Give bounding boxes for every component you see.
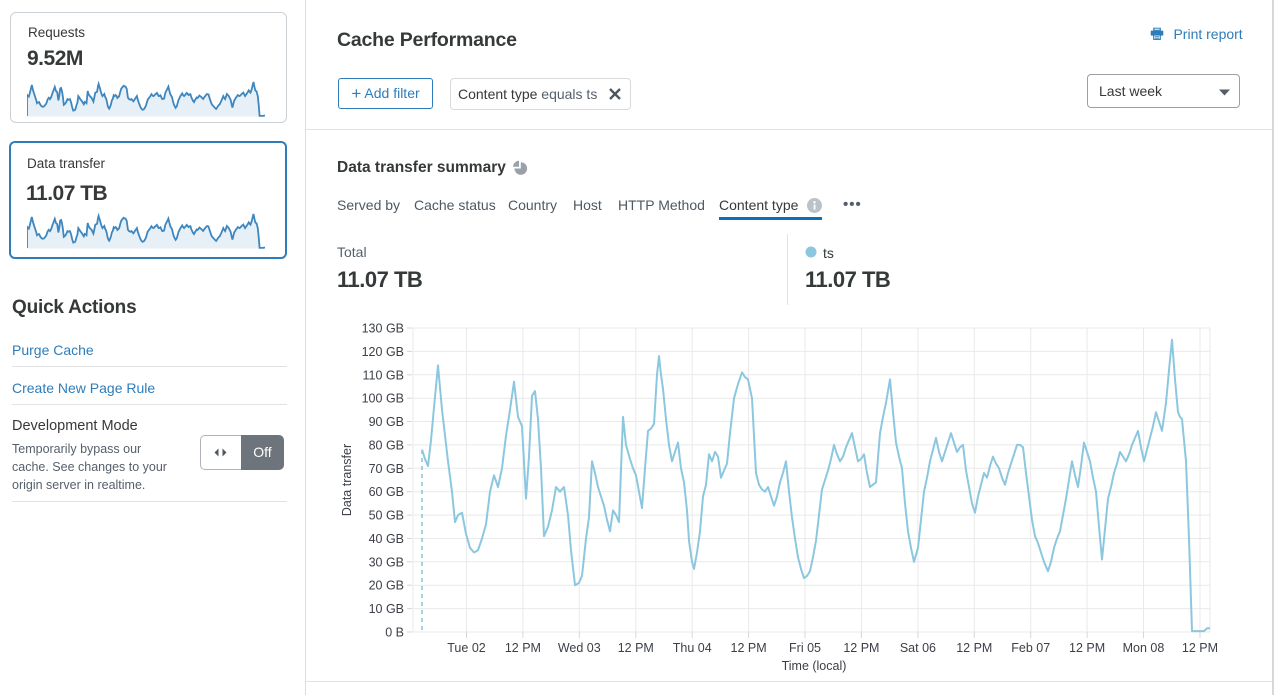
svg-text:12 PM: 12 PM xyxy=(1069,641,1105,655)
svg-text:Wed 03: Wed 03 xyxy=(558,641,601,655)
svg-text:Tue 02: Tue 02 xyxy=(447,641,486,655)
svg-text:60 GB: 60 GB xyxy=(369,485,404,499)
svg-text:Feb 07: Feb 07 xyxy=(1011,641,1050,655)
svg-text:12 PM: 12 PM xyxy=(505,641,541,655)
svg-text:10 GB: 10 GB xyxy=(369,602,404,616)
svg-text:50 GB: 50 GB xyxy=(369,509,404,523)
svg-text:70 GB: 70 GB xyxy=(369,462,404,476)
svg-text:12 PM: 12 PM xyxy=(618,641,654,655)
svg-text:Data transfer: Data transfer xyxy=(340,444,354,516)
svg-text:100 GB: 100 GB xyxy=(362,392,404,406)
svg-text:Mon 08: Mon 08 xyxy=(1123,641,1165,655)
svg-text:20 GB: 20 GB xyxy=(369,579,404,593)
svg-text:0 B: 0 B xyxy=(385,626,404,640)
svg-text:Time (local): Time (local) xyxy=(782,659,847,673)
svg-text:Thu 04: Thu 04 xyxy=(673,641,712,655)
svg-text:12 PM: 12 PM xyxy=(731,641,767,655)
svg-text:Fri 05: Fri 05 xyxy=(789,641,821,655)
svg-text:130 GB: 130 GB xyxy=(362,322,404,336)
svg-text:120 GB: 120 GB xyxy=(362,345,404,359)
svg-text:90 GB: 90 GB xyxy=(369,415,404,429)
svg-text:12 PM: 12 PM xyxy=(956,641,992,655)
svg-text:80 GB: 80 GB xyxy=(369,438,404,452)
svg-text:30 GB: 30 GB xyxy=(369,555,404,569)
svg-text:12 PM: 12 PM xyxy=(843,641,879,655)
svg-text:40 GB: 40 GB xyxy=(369,532,404,546)
svg-text:12 PM: 12 PM xyxy=(1182,641,1218,655)
svg-text:110 GB: 110 GB xyxy=(363,368,404,382)
svg-text:Sat 06: Sat 06 xyxy=(900,641,936,655)
